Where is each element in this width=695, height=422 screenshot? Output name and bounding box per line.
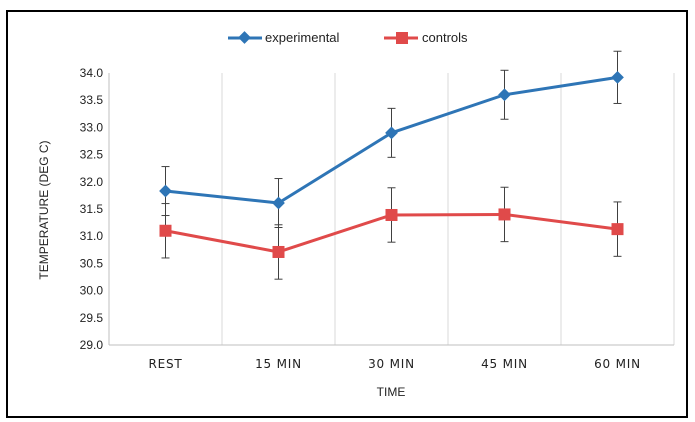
- data-point-controls: [159, 224, 172, 237]
- y-tick-label: 30.5: [80, 256, 104, 270]
- x-tick-label: REST: [148, 357, 182, 371]
- grid-lines: [221, 73, 675, 345]
- data-point-experimental: [159, 184, 172, 198]
- data-point-experimental: [498, 88, 511, 102]
- series-controls: [159, 186, 624, 280]
- x-tick-labels: REST 15 MIN 30 MIN 45 MIN 60 MIN: [148, 357, 640, 371]
- y-tick-label: 31.0: [80, 229, 104, 243]
- x-tick-label: 30 MIN: [368, 357, 415, 371]
- y-tick-label: 32.0: [80, 175, 104, 189]
- data-point-controls: [385, 208, 398, 221]
- data-point-experimental: [611, 70, 624, 84]
- legend-label-controls: controls: [422, 30, 468, 45]
- legend-marker-controls: [396, 32, 408, 44]
- x-tick-label: 60 MIN: [594, 357, 641, 371]
- legend-marker-experimental: [238, 31, 251, 44]
- y-tick-label: 33.5: [80, 93, 104, 107]
- y-tick-label: 29.5: [80, 311, 104, 325]
- series-experimental: [159, 50, 624, 228]
- legend-item-controls: controls: [384, 30, 468, 45]
- y-tick-label: 32.5: [80, 148, 104, 162]
- y-tick-label: 30.0: [80, 284, 104, 298]
- axes: [108, 73, 674, 346]
- chart-frame: [6, 10, 688, 418]
- data-point-controls: [611, 223, 624, 236]
- y-tick-label: 34.0: [80, 66, 104, 80]
- legend: experimental controls: [228, 30, 468, 45]
- legend-item-experimental: experimental: [228, 30, 340, 45]
- legend-label-experimental: experimental: [265, 30, 340, 45]
- x-axis-title: TIME: [377, 385, 406, 399]
- data-point-experimental: [272, 196, 285, 210]
- data-point-controls: [272, 245, 285, 258]
- x-tick-label: 45 MIN: [481, 357, 528, 371]
- x-tick-label: 15 MIN: [255, 357, 302, 371]
- y-tick-label: 33.0: [80, 120, 104, 134]
- data-point-controls: [498, 208, 511, 221]
- y-axis-title: TEMPERATURE (DEG C): [37, 140, 51, 279]
- y-tick-label: 29.0: [80, 338, 104, 352]
- series: [159, 50, 624, 280]
- data-point-experimental: [385, 126, 398, 140]
- y-tick-labels: 29.0 29.5 30.0 30.5 31.0 31.5 32.0 32.5 33.0 33.5…: [80, 66, 104, 352]
- y-tick-label: 31.5: [80, 202, 104, 216]
